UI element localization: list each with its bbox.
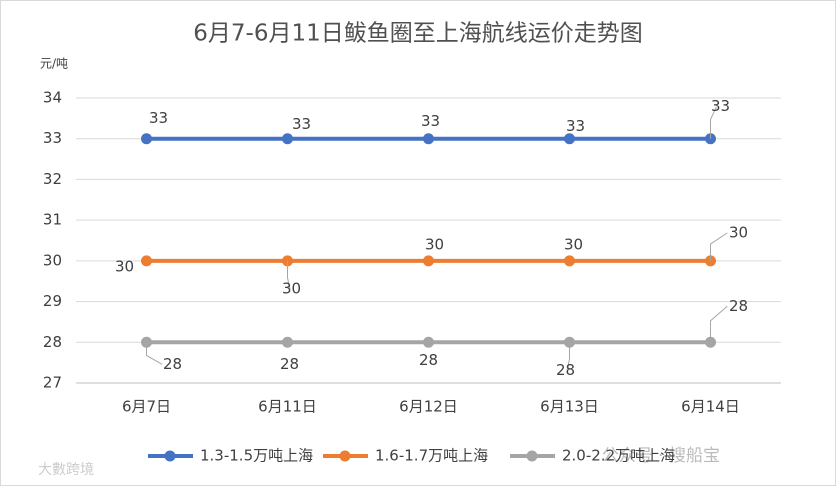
data-label: 33 <box>292 115 311 133</box>
data-point <box>141 133 152 145</box>
leader-line <box>710 106 717 139</box>
data-label: 30 <box>282 279 301 297</box>
data-label: 30 <box>425 235 444 253</box>
data-label: 28 <box>280 355 299 373</box>
x-tick-label: 6月14日 <box>681 398 740 416</box>
leader-line <box>146 342 163 365</box>
y-tick-label: 33 <box>43 129 62 147</box>
y-tick-label: 34 <box>43 89 62 107</box>
y-tick-label: 27 <box>43 374 62 392</box>
data-label: 28 <box>163 355 182 373</box>
data-label: 33 <box>566 117 585 135</box>
legend-label: 2.0-2.2万吨上海 <box>562 447 675 465</box>
legend-marker <box>526 450 538 462</box>
legend-label: 1.3-1.5万吨上海 <box>200 447 313 465</box>
data-label: 33 <box>149 109 168 127</box>
y-tick-label: 28 <box>43 333 62 351</box>
data-point <box>564 255 575 267</box>
data-label: 28 <box>556 361 575 379</box>
data-point <box>423 255 434 267</box>
legend-marker <box>164 450 176 462</box>
leader-line <box>710 305 728 343</box>
data-label: 30 <box>115 257 134 275</box>
data-point <box>564 133 575 145</box>
leader-line <box>566 342 570 371</box>
watermark: 公众号 · 搜船宝 <box>602 446 720 466</box>
data-label: 33 <box>711 97 730 115</box>
data-point <box>282 336 293 348</box>
x-tick-label: 6月12日 <box>399 398 458 416</box>
data-point <box>423 336 434 348</box>
watermark: 大數跨境 <box>38 462 94 478</box>
x-tick-label: 6月11日 <box>258 398 317 416</box>
x-tick-label: 6月13日 <box>540 398 599 416</box>
y-tick-label: 32 <box>43 170 62 188</box>
data-label: 28 <box>729 297 748 315</box>
data-label: 30 <box>729 223 748 241</box>
data-point <box>141 255 152 267</box>
y-tick-label: 31 <box>43 211 62 229</box>
legend-marker <box>339 450 351 462</box>
data-point <box>423 133 434 145</box>
data-point <box>282 133 293 145</box>
y-tick-label: 30 <box>43 251 62 269</box>
leader-line <box>710 232 728 261</box>
legend-label: 1.6-1.7万吨上海 <box>375 447 488 465</box>
data-label: 30 <box>564 235 583 253</box>
y-tick-label: 29 <box>43 292 62 310</box>
y-axis-label: 元/吨 <box>40 57 68 71</box>
data-label: 33 <box>421 112 440 130</box>
data-label: 28 <box>419 351 438 369</box>
leader-line <box>287 260 291 289</box>
chart-title: 6月7-6月11日鲅鱼圈至上海航线运价走势图 <box>193 21 642 47</box>
x-tick-label: 6月7日 <box>122 398 171 416</box>
